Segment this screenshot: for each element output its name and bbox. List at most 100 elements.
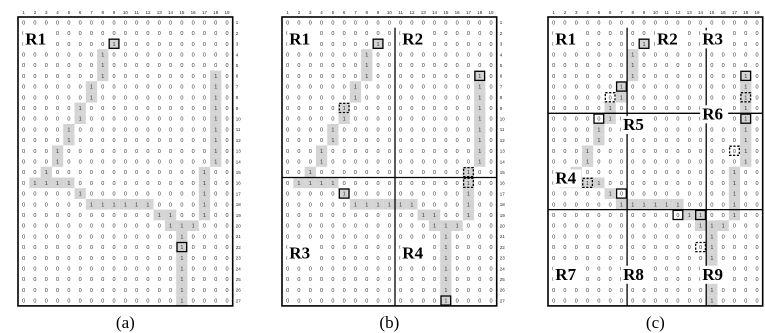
grid-cell-value: 0 xyxy=(226,256,229,262)
grid-cell-value: 0 xyxy=(297,170,300,176)
path-cell-value: 1 xyxy=(643,202,646,208)
solid-marker xyxy=(695,209,707,221)
grid-cell-value: 0 xyxy=(433,85,436,91)
path-cell xyxy=(361,198,373,210)
grid-cell-value: 0 xyxy=(688,138,691,144)
grid-cell-value: 0 xyxy=(169,42,172,48)
grid-cell-value: 0 xyxy=(456,149,459,155)
path-cell-value: 1 xyxy=(586,181,589,187)
grid-cell-value: 0 xyxy=(399,63,402,69)
grid-cell-value: 0 xyxy=(388,117,391,123)
grid-cell-value: 0 xyxy=(56,256,59,262)
grid-cell-value: 0 xyxy=(158,74,161,80)
column-tick-label: 9 xyxy=(643,10,646,15)
grid-cell-value: 0 xyxy=(365,266,368,272)
grid-cell-value: 0 xyxy=(33,149,36,155)
path-cell-value: 1 xyxy=(478,85,481,91)
grid-cell-value: 0 xyxy=(45,277,48,283)
grid-cell-value: 0 xyxy=(180,138,183,144)
grid-cell-value: 0 xyxy=(388,299,391,305)
grid-cell-value: 0 xyxy=(192,52,195,58)
grid-cell-value: 0 xyxy=(286,138,289,144)
path-cell xyxy=(29,177,41,189)
grid-cell-value: 0 xyxy=(597,117,600,123)
path-cell xyxy=(97,49,109,60)
grid-cell-value: 0 xyxy=(203,224,206,230)
grid-cell-value: 0 xyxy=(563,149,566,155)
grid-cell-value: 0 xyxy=(331,95,334,101)
grid-cell-value: 0 xyxy=(688,266,691,272)
grid-cell-value: 0 xyxy=(410,95,413,101)
grid-cell-value: 0 xyxy=(597,20,600,26)
grid-cell-value: 0 xyxy=(320,288,323,294)
grid-cell-value: 0 xyxy=(410,117,413,123)
grid-cell-value: 0 xyxy=(631,299,634,305)
grid-cell-value: 0 xyxy=(586,74,589,80)
grid-cell-value: 0 xyxy=(609,74,612,80)
grid-cell-value: 0 xyxy=(722,256,725,262)
grid-cell-value: 0 xyxy=(422,202,425,208)
grid-cell-value: 0 xyxy=(597,85,600,91)
grid-cell-value: 0 xyxy=(631,20,634,26)
grid-cell-value: 0 xyxy=(214,234,217,240)
grid-cell-value: 0 xyxy=(113,117,116,123)
grid-cell-value: 0 xyxy=(286,117,289,123)
grid-cell-value: 0 xyxy=(354,138,357,144)
path-cell-value: 1 xyxy=(399,202,402,208)
grid-cell-value: 0 xyxy=(620,74,623,80)
path-cell-value: 1 xyxy=(354,85,357,91)
path-cell-value: 1 xyxy=(135,202,138,208)
grid-cell-value: 0 xyxy=(433,117,436,123)
grid-cell-value: 0 xyxy=(124,138,127,144)
grid-cell-value: 0 xyxy=(113,31,116,37)
grid-cell-value: 0 xyxy=(688,74,691,80)
grid-cell-value: 0 xyxy=(343,31,346,37)
grid-cell-value: 0 xyxy=(135,181,138,187)
grid-cell-value: 0 xyxy=(67,85,70,91)
grid-cell-value: 0 xyxy=(456,256,459,262)
grid-cell-value: 0 xyxy=(297,85,300,91)
grid-cell-value: 0 xyxy=(676,127,679,133)
grid-cell-value: 0 xyxy=(609,170,612,176)
region-label: R3 xyxy=(289,243,310,262)
grid-cell-value: 0 xyxy=(45,95,48,101)
grid-cell-value: 0 xyxy=(377,85,380,91)
path-cell xyxy=(627,59,639,71)
row-tick-label: 2 xyxy=(236,31,239,36)
grid-cell-value: 0 xyxy=(203,85,206,91)
grid-cell-value: 0 xyxy=(354,106,357,112)
path-cell-value: 1 xyxy=(354,202,357,208)
grid-cell-value: 0 xyxy=(226,106,229,112)
grid-cell-value: 0 xyxy=(343,245,346,251)
grid-cell-value: 0 xyxy=(56,85,59,91)
grid-cell-value: 0 xyxy=(444,127,447,133)
grid-cell-value: 0 xyxy=(90,42,93,48)
grid-cell-value: 0 xyxy=(354,20,357,26)
grid-cell-value: 0 xyxy=(214,299,217,305)
path-cell-value: 1 xyxy=(467,192,470,198)
grid-cell-value: 0 xyxy=(203,149,206,155)
grid-cell-value: 0 xyxy=(365,245,368,251)
grid-cell-value: 0 xyxy=(586,95,589,101)
path-cell-value: 1 xyxy=(309,170,312,176)
grid-cell-value: 0 xyxy=(309,213,312,219)
grid-cell-value: 0 xyxy=(146,224,149,230)
grid-cell-value: 0 xyxy=(297,234,300,240)
grid-cell-value: 0 xyxy=(180,159,183,165)
grid-cell-value: 0 xyxy=(756,95,759,101)
grid-cell-value: 0 xyxy=(478,224,481,230)
grid-cell-value: 0 xyxy=(552,256,555,262)
grid-cell-value: 0 xyxy=(135,288,138,294)
grid-cell-value: 0 xyxy=(490,127,493,133)
grid-cell-value: 0 xyxy=(744,224,747,230)
region-label: R5 xyxy=(623,115,644,134)
path-cell-value: 1 xyxy=(320,181,323,187)
grid-cell-value: 0 xyxy=(676,138,679,144)
grid-cell-value: 0 xyxy=(399,149,402,155)
grid-cell-value: 0 xyxy=(575,127,578,133)
grid-cell-value: 0 xyxy=(388,288,391,294)
grid-cell-value: 0 xyxy=(422,170,425,176)
grid-cell-value: 0 xyxy=(320,277,323,283)
grid-cell-value: 0 xyxy=(192,117,195,123)
grid-cell-value: 0 xyxy=(56,170,59,176)
